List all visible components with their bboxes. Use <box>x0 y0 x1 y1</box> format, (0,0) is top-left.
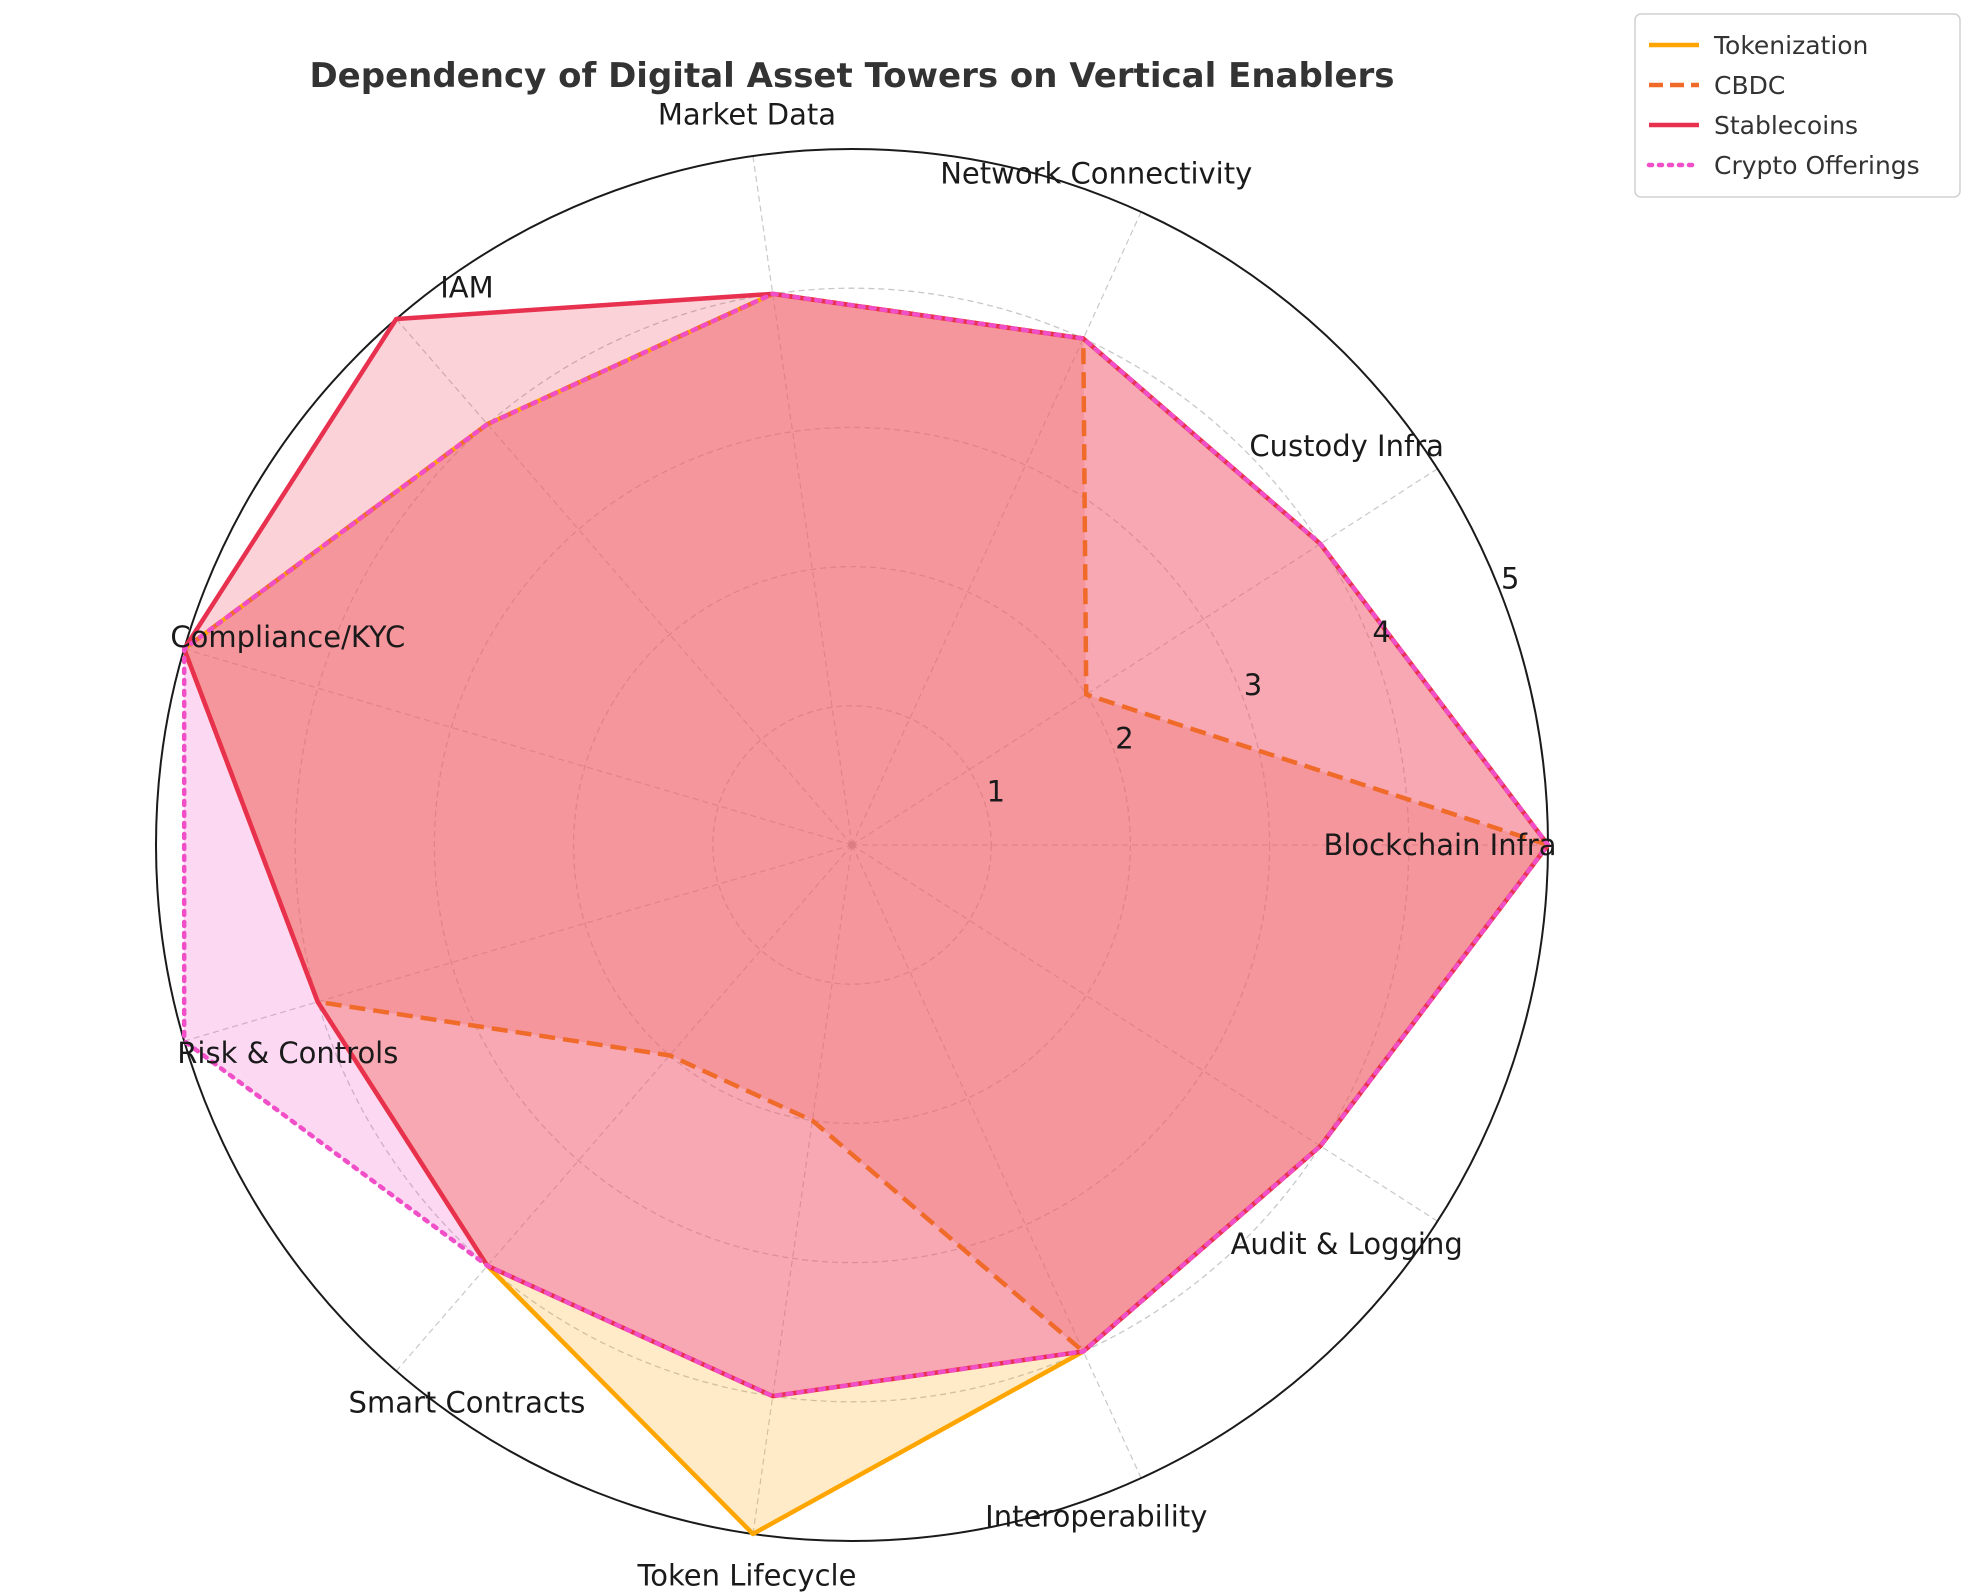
category-label: Custody Infra <box>1249 429 1443 463</box>
grid-circle-1 <box>712 705 992 985</box>
grid-spoke-10 <box>851 844 1142 1479</box>
legend-label: CBDC <box>1714 71 1785 100</box>
grid-spoke-6 <box>184 648 853 846</box>
grid-spoke-2 <box>851 468 1438 846</box>
category-label: Audit & Logging <box>1231 1227 1463 1261</box>
category-label: Market Data <box>658 98 836 132</box>
series-fill <box>184 293 1549 1352</box>
legend-box <box>1634 13 1961 198</box>
r-tick-label: 1 <box>987 775 1005 809</box>
category-label: Network Connectivity <box>940 157 1252 191</box>
r-tick-label: 5 <box>1501 562 1519 596</box>
category-label: Token Lifecycle <box>636 1558 856 1592</box>
series-line <box>181 291 1551 1399</box>
legend: Tokenization CBDC Stablecoins Crypto Offeri… <box>1634 13 1961 198</box>
category-label: IAM <box>440 270 493 304</box>
radar-series <box>181 291 1551 1537</box>
r-tick-label: 4 <box>1372 615 1390 649</box>
grid-circle-4 <box>294 287 1410 1403</box>
legend-label: Stablecoins <box>1714 111 1858 140</box>
grid-circle-2 <box>572 565 1132 1125</box>
r-tick-label: 3 <box>1244 668 1262 702</box>
grid-spoke-11 <box>851 844 1438 1222</box>
center-dot <box>848 841 856 849</box>
category-label: Compliance/KYC <box>170 620 405 654</box>
grid-spoke-4 <box>752 155 853 846</box>
grid-circle-3 <box>433 426 1271 1264</box>
chart-title: Dependency of Digital Asset Towers on Ve… <box>309 56 1394 96</box>
grid-spoke-8 <box>395 844 853 1372</box>
legend-label: Crypto Offerings <box>1714 151 1920 180</box>
grid-spoke-5 <box>395 318 853 846</box>
category-label: Risk & Controls <box>177 1036 398 1070</box>
category-label: Blockchain Infra <box>1323 828 1556 862</box>
radar-labels: 1 2 3 4 5 Blockchain Infra Custody Infra Networ… <box>170 98 1556 1593</box>
grid-spoke-9 <box>752 844 853 1535</box>
series-fill <box>184 293 1549 1397</box>
grid-spoke-7 <box>184 844 853 1042</box>
category-label: Smart Contracts <box>349 1386 586 1420</box>
series-fill <box>184 293 1549 1397</box>
r-tick-label: 2 <box>1115 721 1133 755</box>
category-label: Interoperability <box>985 1499 1207 1533</box>
legend-label: Tokenization <box>1713 31 1868 60</box>
series-fill <box>184 293 1549 1534</box>
grid-spoke-3 <box>851 211 1142 846</box>
